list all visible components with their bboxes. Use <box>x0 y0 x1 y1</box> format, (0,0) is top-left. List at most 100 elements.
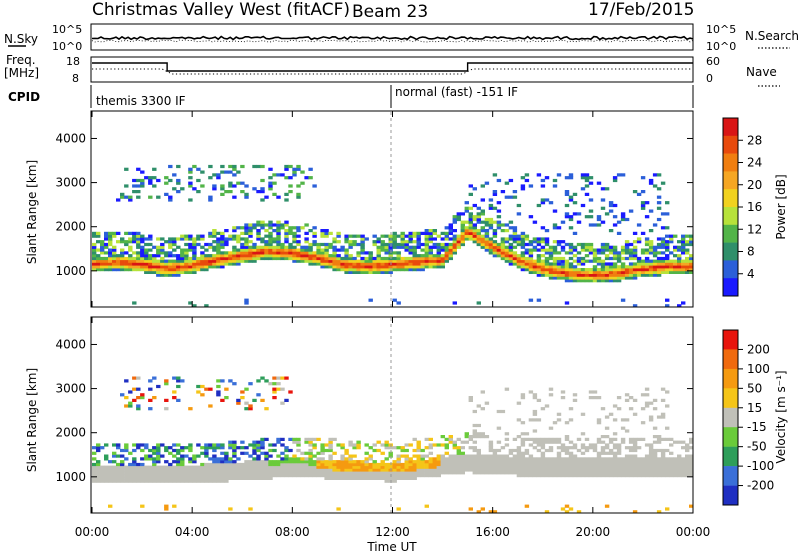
heatmap-cell <box>681 465 686 469</box>
heatmap-cell <box>228 474 233 478</box>
heatmap-cell <box>212 457 217 461</box>
heatmap-cell <box>464 462 469 467</box>
heatmap-cell <box>292 454 297 458</box>
heatmap-cell <box>232 462 237 467</box>
heatmap-cell <box>689 471 694 475</box>
heatmap-cell <box>608 209 614 213</box>
heatmap-cell <box>248 443 253 447</box>
heatmap-cell <box>252 462 257 467</box>
heatmap-cell <box>568 474 574 478</box>
heatmap-cell <box>592 268 598 272</box>
heatmap-cell <box>484 457 490 461</box>
heatmap-cell <box>620 474 626 478</box>
heatmap-cell <box>632 245 638 249</box>
heatmap-cell <box>108 259 113 263</box>
heatmap-cell <box>156 265 161 269</box>
heatmap-cell <box>176 468 181 472</box>
heatmap-cell <box>92 245 97 249</box>
heatmap-cell <box>689 265 694 269</box>
heatmap-cell <box>580 276 586 280</box>
heatmap-cell <box>188 448 193 453</box>
heatmap-cell <box>168 471 173 475</box>
heatmap-cell <box>228 379 233 383</box>
heatmap-cell <box>656 437 662 441</box>
heatmap-cell <box>156 273 161 277</box>
heatmap-cell <box>492 462 498 467</box>
colorbar-tick-label: 24 <box>747 156 762 170</box>
heatmap-cell <box>476 460 481 464</box>
heatmap-cell <box>120 465 125 469</box>
heatmap-cell <box>276 376 281 380</box>
heatmap-cell <box>236 401 241 405</box>
heatmap-cell <box>348 476 353 480</box>
heatmap-cell <box>544 465 550 469</box>
heatmap-cell <box>156 195 161 199</box>
heatmap-cell <box>384 440 389 444</box>
heatmap-cell <box>156 254 161 258</box>
heatmap-cell <box>312 462 317 467</box>
heatmap-cell <box>576 510 582 514</box>
heatmap-cell <box>612 418 618 422</box>
heatmap-cell <box>580 268 586 272</box>
heatmap-cell <box>677 457 682 461</box>
heatmap-cell <box>172 262 177 266</box>
heatmap-cell <box>628 396 634 400</box>
heatmap-cell <box>596 223 602 227</box>
heatmap-cell <box>536 259 542 263</box>
heatmap-cell <box>372 443 377 447</box>
heatmap-cell <box>432 457 437 461</box>
heatmap-cell <box>160 270 165 274</box>
heatmap-cell <box>308 440 313 444</box>
heatmap-cell <box>488 443 494 447</box>
heatmap-cell <box>140 479 145 483</box>
heatmap-cell <box>504 251 510 255</box>
heatmap-cell <box>344 462 349 467</box>
heatmap-cell <box>644 393 650 397</box>
heatmap-cell <box>620 256 626 261</box>
heatmap-cell <box>492 510 498 514</box>
heatmap-cell <box>452 248 457 252</box>
heatmap-cell <box>256 251 261 255</box>
heatmap-cell <box>512 226 518 230</box>
heatmap-cell <box>408 460 413 464</box>
heatmap-cell <box>252 446 257 450</box>
heatmap-cell <box>188 479 193 483</box>
heatmap-cell <box>212 248 217 252</box>
heatmap-cell <box>464 440 469 444</box>
colorbar-swatch <box>723 446 738 467</box>
heatmap-cell <box>120 448 125 453</box>
heatmap-cell <box>164 476 169 480</box>
heatmap-cell <box>584 173 590 177</box>
heatmap-cell <box>244 256 249 261</box>
heatmap-cell <box>284 254 289 258</box>
heatmap-cell <box>560 240 566 244</box>
heatmap-cell <box>160 443 165 447</box>
heatmap-cell <box>592 223 598 227</box>
heatmap-cell <box>665 471 670 475</box>
heatmap-cell <box>224 465 229 469</box>
heatmap-cell <box>176 460 181 464</box>
heatmap-cell <box>256 468 261 472</box>
heatmap-cell <box>656 460 662 464</box>
heatmap-cell <box>600 198 606 202</box>
heatmap-cell <box>660 465 666 469</box>
heatmap-cell <box>204 387 209 391</box>
heatmap-cell <box>636 240 642 244</box>
heatmap-cell <box>216 476 221 480</box>
heatmap-cell <box>120 479 125 483</box>
heatmap-cell <box>596 451 602 455</box>
heatmap-cell <box>492 231 498 235</box>
heatmap-cell <box>504 457 510 461</box>
heatmap-cell <box>340 268 345 272</box>
heatmap-cell <box>148 474 153 478</box>
heatmap-cell <box>612 265 618 269</box>
heatmap-cell <box>612 462 618 467</box>
heatmap-cell <box>164 273 169 277</box>
heatmap-cell <box>584 273 590 277</box>
heatmap-cell <box>248 259 253 263</box>
heatmap-cell <box>232 465 237 469</box>
heatmap-cell <box>264 248 269 252</box>
heatmap-cell <box>328 468 333 472</box>
heatmap-cell <box>192 471 197 475</box>
heatmap-cell <box>416 446 421 450</box>
